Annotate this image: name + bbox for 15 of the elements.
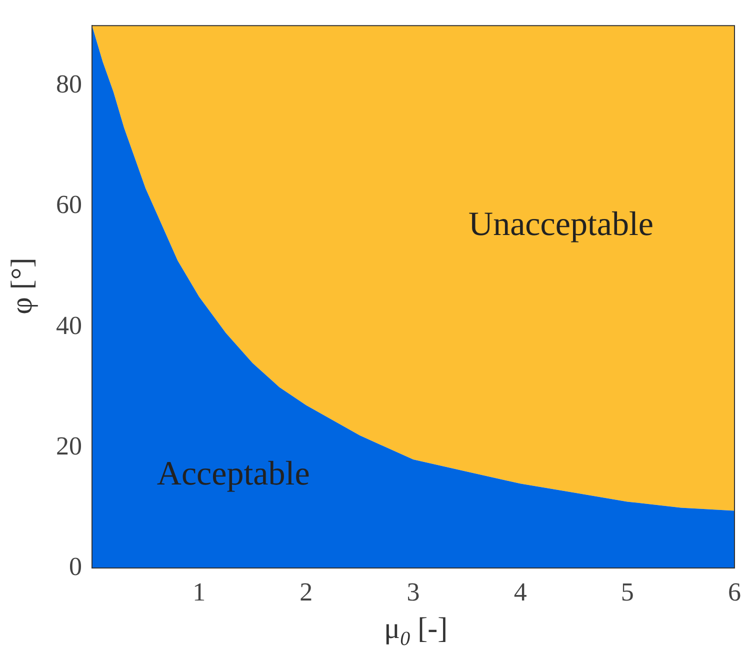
- x-tick-label: 4: [514, 577, 527, 606]
- y-axis-title: φ [°]: [4, 258, 39, 314]
- x-tick-label: 3: [406, 577, 420, 606]
- y-tick-label: 20: [56, 431, 82, 460]
- x-tick-label: 2: [300, 577, 313, 606]
- x-axis-title: μ$_{0}$ [-]: [384, 612, 448, 651]
- annotation: Unacceptable: [468, 206, 654, 244]
- x-tick-label: 6: [728, 577, 741, 606]
- y-tick-label: 60: [56, 190, 82, 220]
- y-tick-label: 40: [56, 310, 82, 340]
- annotation: Acceptable: [156, 456, 310, 493]
- x-tick-label: 1: [192, 577, 206, 606]
- x-tick-label: 5: [620, 577, 634, 606]
- y-tick-label: 80: [56, 70, 82, 99]
- y-tick-label: 0: [69, 552, 82, 581]
